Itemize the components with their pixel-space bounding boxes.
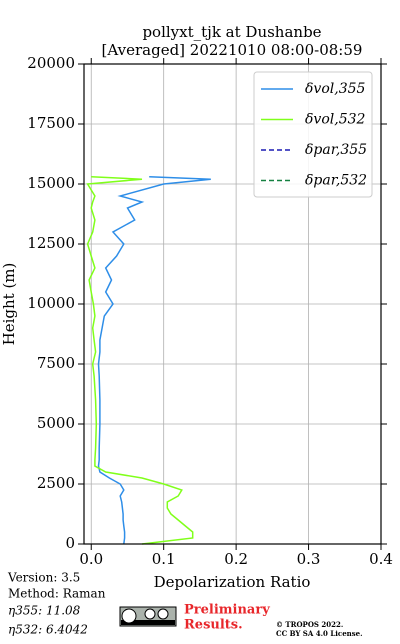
y-tick-label: 15000 xyxy=(27,174,75,192)
legend-label: δpar,355 xyxy=(305,142,367,158)
y-tick-label: 12500 xyxy=(27,234,75,252)
x-tick-label: 0.3 xyxy=(297,550,321,568)
y-tick-label: 17500 xyxy=(27,114,75,132)
eta-355: η355: 11.08 xyxy=(8,604,81,618)
y-tick-label: 10000 xyxy=(27,294,75,312)
eta-532: η532: 6.4042 xyxy=(8,623,88,637)
preliminary: Preliminary xyxy=(184,603,270,618)
x-tick-label: 0.2 xyxy=(224,550,248,568)
legend: δvol,355 δvol,532 δpar,355 δpar,532 xyxy=(253,71,373,198)
legend-box xyxy=(253,71,373,198)
legend-label: δpar,532 xyxy=(305,173,367,189)
profile-line xyxy=(97,176,211,545)
method: Method: Raman xyxy=(8,587,106,601)
chart-title: pollyxt_tjk at Dushanbe xyxy=(142,23,321,41)
y-tick-label: 0 xyxy=(65,534,75,552)
version: Version: 3.5 xyxy=(7,571,80,585)
x-axis-label: Depolarization Ratio xyxy=(154,573,311,591)
profile-line xyxy=(86,176,194,545)
x-tick-label: 0.0 xyxy=(79,550,103,568)
plot-frame xyxy=(83,63,382,545)
copyright: CC BY SA 4.0 License. xyxy=(276,629,363,638)
y-tick-label: 5000 xyxy=(37,414,75,432)
y-tick-label: 20000 xyxy=(27,54,75,72)
chart-subtitle: [Averaged] 20221010 08:00-08:59 xyxy=(102,41,363,59)
copyright: © TROPOS 2022. xyxy=(276,620,343,629)
x-tick-label: 0.1 xyxy=(152,550,176,568)
x-tick-label: 0.4 xyxy=(369,550,393,568)
y-tick-label: 7500 xyxy=(37,354,75,372)
y-tick-label: 2500 xyxy=(37,474,75,492)
legend-label: δvol,532 xyxy=(305,112,366,128)
preliminary: Results. xyxy=(184,618,243,633)
cc-logo xyxy=(119,606,177,627)
legend-label: δvol,355 xyxy=(305,81,366,97)
y-axis-label: Height (m) xyxy=(0,263,18,346)
